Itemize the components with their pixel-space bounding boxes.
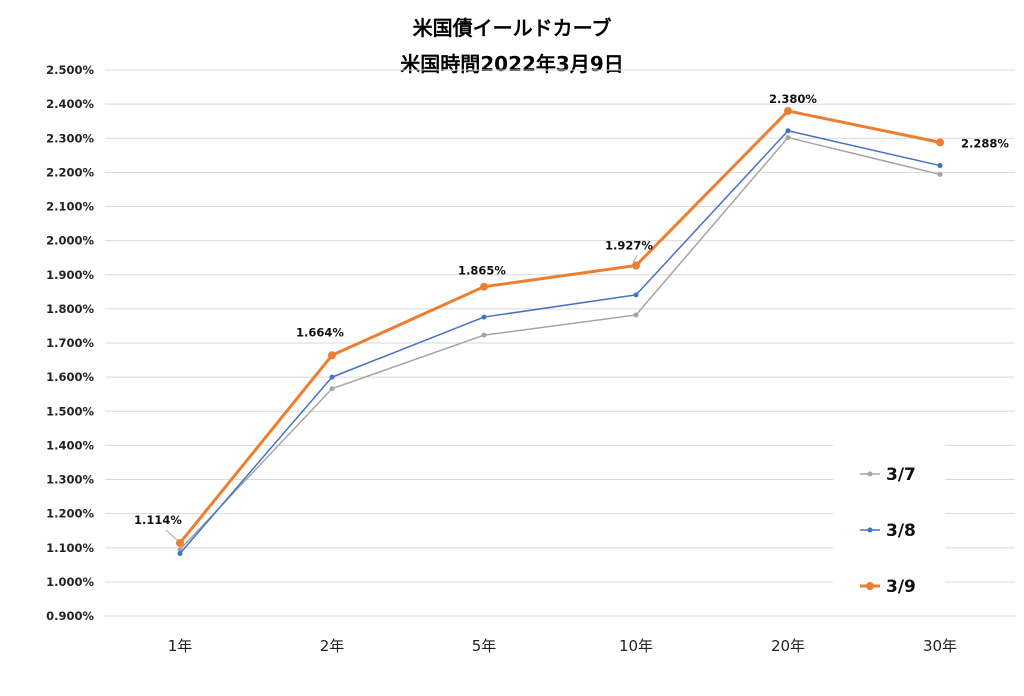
data-point bbox=[481, 314, 487, 320]
legend-marker bbox=[866, 582, 874, 590]
data-point bbox=[176, 538, 184, 547]
series-line-3/9 bbox=[178, 109, 941, 544]
legend: 3/7 3/8 3/9 bbox=[833, 444, 945, 612]
y-tick-label: 2.400% bbox=[46, 97, 94, 111]
data-point bbox=[480, 282, 488, 291]
y-tick-label: 2.200% bbox=[46, 165, 94, 179]
y-axis-tick-labels: 0.900% 1.000% 1.100% 1.200% 1.300% 1.400% 1.50… bbox=[46, 63, 94, 623]
y-tick-label: 0.900% bbox=[46, 609, 94, 623]
x-tick-label: 10年 bbox=[619, 637, 653, 655]
data-point bbox=[177, 551, 183, 557]
data-point bbox=[481, 332, 487, 338]
y-tick-label: 2.100% bbox=[46, 200, 94, 214]
data-label: 1.664% bbox=[296, 325, 344, 339]
data-point bbox=[633, 292, 639, 298]
label-leader-line bbox=[165, 529, 178, 541]
legend-label: 3/8 bbox=[886, 521, 916, 541]
series-lines bbox=[176, 106, 944, 557]
legend-label: 3/7 bbox=[886, 465, 916, 485]
data-label: 1.927% bbox=[605, 239, 653, 253]
legend-box bbox=[833, 444, 945, 612]
x-tick-label: 30年 bbox=[923, 637, 957, 655]
y-tick-label: 1.500% bbox=[46, 404, 94, 418]
y-tick-label: 1.200% bbox=[46, 507, 94, 521]
y-tick-label: 2.300% bbox=[46, 131, 94, 145]
data-point bbox=[329, 374, 335, 380]
y-tick-label: 1.900% bbox=[46, 268, 94, 282]
y-tick-label: 2.000% bbox=[46, 234, 94, 248]
y-tick-label: 1.600% bbox=[46, 370, 94, 384]
data-point bbox=[784, 106, 792, 115]
y-tick-label: 1.100% bbox=[46, 541, 94, 555]
gridlines bbox=[105, 69, 1015, 617]
label-leader-line bbox=[632, 255, 638, 263]
series-line-3/8 bbox=[179, 129, 941, 555]
x-tick-label: 20年 bbox=[771, 637, 805, 655]
data-point bbox=[329, 386, 335, 392]
x-tick-label: 5年 bbox=[472, 637, 497, 655]
data-label: 2.380% bbox=[769, 92, 817, 106]
legend-marker bbox=[867, 471, 873, 477]
data-point bbox=[936, 138, 944, 147]
data-point bbox=[632, 261, 640, 270]
chart-title: 米国債イールドカーブ bbox=[412, 16, 612, 40]
data-label: 1.114% bbox=[134, 513, 182, 527]
legend-label: 3/9 bbox=[886, 577, 916, 597]
data-label: 2.288% bbox=[961, 136, 1009, 150]
x-tick-label: 1年 bbox=[168, 637, 193, 655]
legend-marker bbox=[867, 527, 873, 533]
y-tick-label: 1.000% bbox=[46, 575, 94, 589]
y-tick-label: 1.700% bbox=[46, 336, 94, 350]
x-tick-label: 2年 bbox=[320, 637, 345, 655]
data-label: 1.865% bbox=[458, 264, 506, 278]
data-labels: 1.114% 1.664% 1.865% 1.927% 2.380% 2.288% bbox=[134, 92, 1009, 541]
series-line-3/7 bbox=[179, 136, 941, 550]
data-point bbox=[633, 312, 639, 318]
y-tick-label: 2.500% bbox=[46, 63, 94, 77]
data-point bbox=[785, 135, 791, 141]
chart-subtitle: 米国時間2022年3月9日 bbox=[400, 52, 624, 76]
y-tick-label: 1.300% bbox=[46, 473, 94, 487]
data-point bbox=[785, 128, 791, 134]
data-point bbox=[328, 351, 336, 360]
data-point bbox=[177, 546, 183, 552]
y-tick-label: 1.400% bbox=[46, 438, 94, 452]
x-axis-tick-labels: 1年 2年 5年 10年 20年 30年 bbox=[168, 637, 957, 655]
data-point bbox=[937, 163, 943, 169]
data-point bbox=[937, 171, 943, 177]
y-tick-label: 1.800% bbox=[46, 302, 94, 316]
